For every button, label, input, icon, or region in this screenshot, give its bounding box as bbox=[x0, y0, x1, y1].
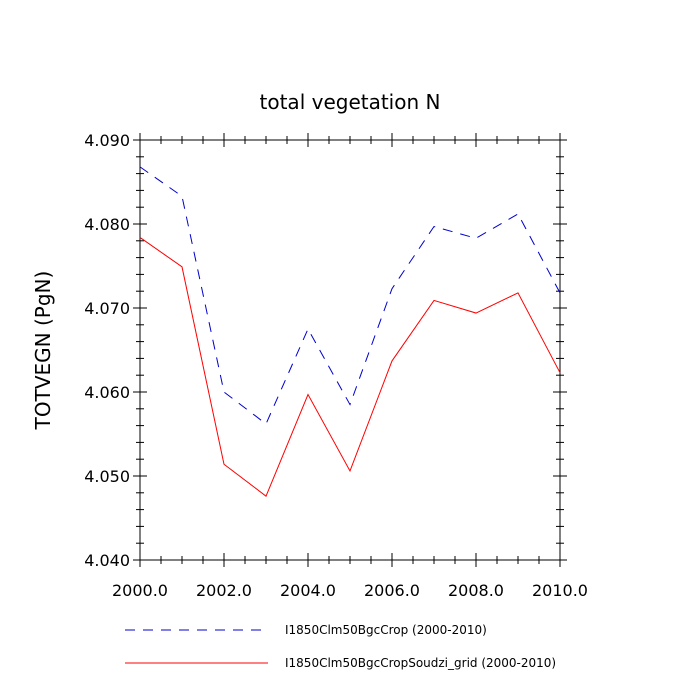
tick-labels: 4.040 4.050 4.060 4.070 4.080 4.090 2000.0 2002… bbox=[84, 131, 588, 600]
legend-label-1: I1850Clm50BgcCrop (2000-2010) bbox=[285, 623, 487, 637]
x-tick-label: 2004.0 bbox=[280, 581, 336, 600]
legend-label-2: I1850Clm50BgcCropSoudzi_grid (2000-2010) bbox=[285, 656, 556, 670]
legend: I1850Clm50BgcCrop (2000-2010) I1850Clm50B… bbox=[125, 623, 556, 670]
y-tick-label: 4.090 bbox=[84, 131, 130, 150]
y-tick-label: 4.070 bbox=[84, 299, 130, 318]
x-tick-label: 2010.0 bbox=[532, 581, 588, 600]
y-tick-label: 4.050 bbox=[84, 467, 130, 486]
axis-ticks bbox=[133, 133, 567, 567]
plot-frame bbox=[139, 139, 561, 561]
x-tick-label: 2006.0 bbox=[364, 581, 420, 600]
y-tick-label: 4.080 bbox=[84, 215, 130, 234]
x-tick-label: 2000.0 bbox=[112, 581, 168, 600]
y-tick-label: 4.040 bbox=[84, 551, 130, 570]
y-axis-label: TOTVEGN (PgN) bbox=[31, 271, 55, 431]
series-lines bbox=[139, 166, 561, 497]
chart-title: total vegetation N bbox=[260, 90, 441, 114]
x-tick-label: 2002.0 bbox=[196, 581, 252, 600]
x-tick-label: 2008.0 bbox=[448, 581, 504, 600]
series-line-1 bbox=[139, 166, 561, 425]
series-line-2 bbox=[139, 237, 561, 497]
y-tick-label: 4.060 bbox=[84, 383, 130, 402]
